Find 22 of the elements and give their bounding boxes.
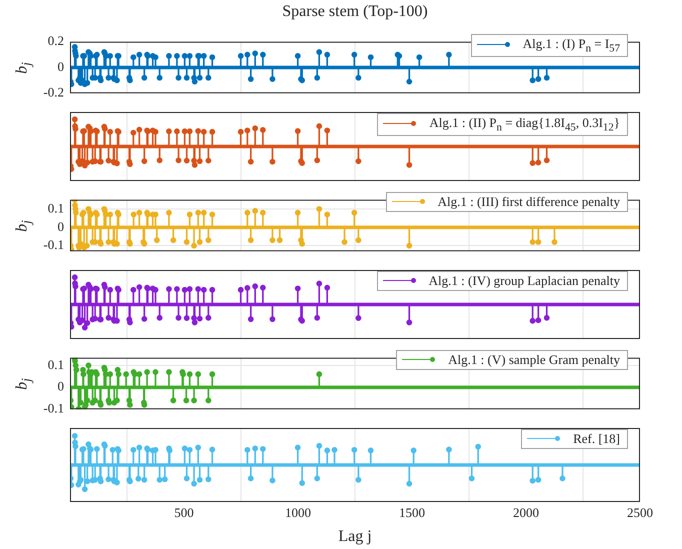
x-tick-label: 1000 <box>285 505 311 520</box>
y-tick-label: 0 <box>58 218 64 234</box>
legend-label: Alg.1 : (V) sample Gram penalty <box>448 352 620 368</box>
y-tick-label: 0.2 <box>48 33 64 48</box>
y-tick-label: -0.1 <box>43 237 64 252</box>
legend-label: Alg.1 : (III) first difference penalty <box>438 194 620 210</box>
legend-label: Ref. [18] <box>573 431 620 447</box>
chart-title: Sparse stem (Top-100) <box>282 3 428 21</box>
y-tick-label: 0 <box>58 58 64 74</box>
y-tick-label: -0.2 <box>43 84 64 100</box>
legend-label: Alg.1 : (I) P$_{n}$ = I$_{57}$ <box>522 36 620 55</box>
y-tick-label: 0.1 <box>48 356 64 372</box>
y-tick-label: 0.1 <box>48 200 64 216</box>
x-axis-title: Lag j <box>338 528 372 546</box>
x-tick-label: 1500 <box>399 505 425 520</box>
y-tick-label: -0.1 <box>43 400 64 416</box>
legend-label: Alg.1 : (II) P$_{n}$ = diag{1.8I$_{45}$, 0.3I$_{12}$} <box>429 115 620 134</box>
x-tick-label: 2500 <box>627 505 653 520</box>
legend-label: Alg.1 : (IV) group Laplacian penalty <box>428 273 620 289</box>
x-tick-label: 500 <box>174 505 194 520</box>
x-tick-label: 2000 <box>513 505 539 520</box>
y-tick-label: 0 <box>58 378 64 394</box>
